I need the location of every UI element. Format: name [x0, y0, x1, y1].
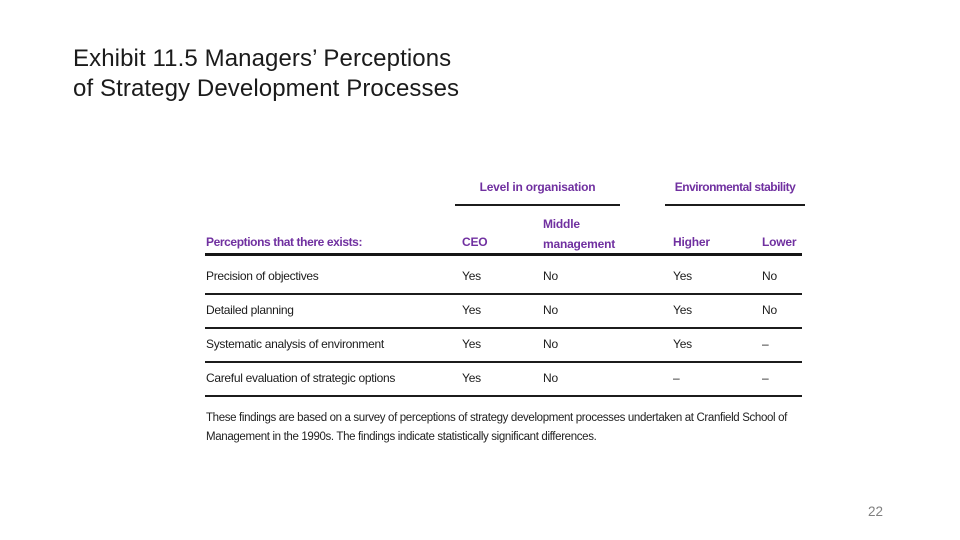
- table-row-detailed-planning: Detailed planning Yes No Yes No: [205, 303, 802, 317]
- column-header-middle-management: Middle management: [543, 217, 616, 251]
- cell-middle-management: No: [543, 269, 558, 283]
- cell-higher: –: [673, 371, 680, 385]
- cell-ceo: Yes: [462, 269, 481, 283]
- cell-lower: No: [762, 269, 777, 283]
- row-label: Systematic analysis of environment: [206, 337, 384, 351]
- row-label: Detailed planning: [206, 303, 294, 317]
- cell-lower: No: [762, 303, 777, 317]
- column-header-ceo: CEO: [462, 235, 488, 249]
- cell-higher: Yes: [673, 269, 692, 283]
- table-header-rule: [205, 253, 802, 256]
- table-row-rule: [205, 327, 802, 329]
- cell-middle-management: No: [543, 371, 558, 385]
- table-row-systematic-analysis: Systematic analysis of environment Yes N…: [205, 337, 802, 351]
- table-footnote: These findings are based on a survey of …: [206, 409, 846, 447]
- table-row-precision-of-objectives: Precision of objectives Yes No Yes No: [205, 269, 802, 283]
- title-line-2: of Strategy Development Processes: [73, 75, 460, 102]
- exhibit-table: Level in organisation Environmental stab…: [205, 172, 805, 444]
- group-header-environmental-stability: Environmental stability: [665, 180, 805, 206]
- table-bottom-rule: [205, 395, 802, 397]
- title-line-1: Exhibit 11.5 Managers’ Perceptions: [73, 45, 452, 72]
- row-label: Careful evaluation of strategic options: [206, 371, 396, 385]
- footnote-line-2: Management in the 1990s. The findings in…: [206, 431, 597, 443]
- column-header-perceptions: Perceptions that there exists:: [206, 235, 363, 249]
- cell-higher: Yes: [673, 337, 692, 351]
- table-row-rule: [205, 293, 802, 295]
- column-header-lower: Lower: [762, 235, 797, 249]
- footnote-line-1: These findings are based on a survey of …: [206, 412, 787, 424]
- page-number: 22: [868, 504, 884, 519]
- table-row-careful-evaluation: Careful evaluation of strategic options …: [205, 371, 802, 385]
- cell-higher: Yes: [673, 303, 692, 317]
- group-header-level-in-organisation: Level in organisation: [455, 180, 620, 206]
- cell-middle-management: No: [543, 337, 558, 351]
- cell-middle-management: No: [543, 303, 558, 317]
- slide-title: Exhibit 11.5 Managers’ Perceptions of St…: [73, 44, 459, 104]
- row-label: Precision of objectives: [206, 269, 319, 283]
- cell-lower: –: [762, 337, 769, 351]
- cell-ceo: Yes: [462, 303, 481, 317]
- column-header-higher: Higher: [673, 235, 710, 249]
- cell-ceo: Yes: [462, 337, 481, 351]
- cell-ceo: Yes: [462, 371, 481, 385]
- cell-lower: –: [762, 371, 769, 385]
- table-row-rule: [205, 361, 802, 363]
